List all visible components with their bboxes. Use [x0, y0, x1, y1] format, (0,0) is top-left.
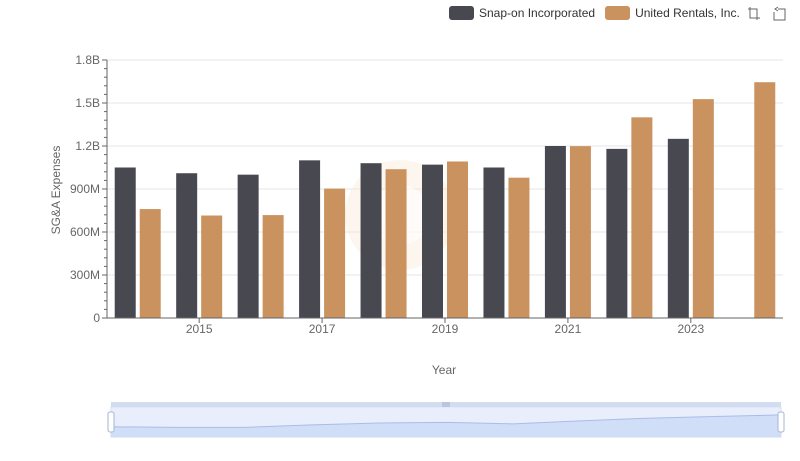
x-axis-label: Year — [432, 363, 456, 377]
y-axis-label: SG&A Expenses — [49, 146, 63, 235]
bar-snap-on-2015 — [176, 173, 198, 318]
legend-label: United Rentals, Inc. — [635, 6, 740, 20]
x-tick-label: 2023 — [677, 322, 704, 336]
y-tick-label: 1.2B — [75, 139, 100, 153]
legend-item-united-rentals[interactable]: United Rentals, Inc. — [605, 6, 740, 20]
y-tick-label: 600M — [70, 225, 100, 239]
bar-snap-on-2021 — [544, 146, 566, 318]
bar-snap-on-2022 — [606, 148, 628, 318]
slider-handle-right — [777, 411, 785, 433]
legend-item-snap-on[interactable]: Snap-on Incorporated — [449, 6, 595, 20]
x-tick-label: 2015 — [186, 322, 213, 336]
x-tick-label: 2017 — [309, 322, 336, 336]
data-zoom-slider[interactable] — [107, 402, 785, 438]
bar-snap-on-2017 — [299, 160, 321, 318]
bar-united-rentals-2016 — [262, 215, 284, 318]
y-tick-label: 0 — [93, 311, 100, 325]
bar-snap-on-2023 — [667, 138, 689, 318]
bar-united-rentals-2014 — [139, 209, 161, 318]
x-tick-label: 2021 — [555, 322, 582, 336]
slider-drag-handle — [442, 402, 450, 407]
bar-united-rentals-2015 — [201, 215, 223, 318]
legend-label: Snap-on Incorporated — [479, 6, 596, 20]
slider-line — [110, 414, 782, 428]
bar-snap-on-2016 — [237, 174, 259, 318]
bar-united-rentals-2021 — [569, 146, 591, 318]
legend: Snap-on Incorporated United Rentals, Inc… — [449, 4, 750, 22]
legend-swatch — [605, 6, 631, 20]
legend-swatch — [449, 6, 474, 20]
x-tick-label: 2019 — [432, 322, 459, 336]
y-tick-label: 300M — [70, 268, 100, 282]
y-tick-label: 1.8B — [75, 53, 100, 67]
bar-united-rentals-2024 — [754, 82, 776, 318]
slider-handle-left — [107, 411, 115, 433]
bar-united-rentals-2022 — [631, 117, 653, 318]
zoom-icon[interactable] — [746, 6, 761, 21]
bar-snap-on-2019 — [422, 164, 443, 318]
bar-snap-on-2018 — [360, 163, 382, 318]
bar-united-rentals-2019 — [447, 161, 468, 318]
bar-united-rentals-2017 — [324, 188, 346, 318]
y-tick-label: 900M — [70, 182, 100, 196]
bars — [114, 82, 776, 318]
slider-area — [111, 414, 781, 437]
bar-united-rentals-2023 — [692, 99, 714, 318]
reset-icon[interactable] — [771, 6, 786, 21]
bar-snap-on-2020 — [483, 167, 505, 318]
toolbox — [746, 6, 786, 21]
bar-united-rentals-2020 — [508, 177, 530, 318]
bar-snap-on-2014 — [114, 167, 136, 318]
y-tick-label: 1.5B — [75, 96, 100, 110]
axes: 0 300M 600M 900M 1.2B 1.5B 1.8B 2015 2017 2019 202… — [70, 53, 783, 336]
bar-united-rentals-2018 — [385, 169, 407, 318]
